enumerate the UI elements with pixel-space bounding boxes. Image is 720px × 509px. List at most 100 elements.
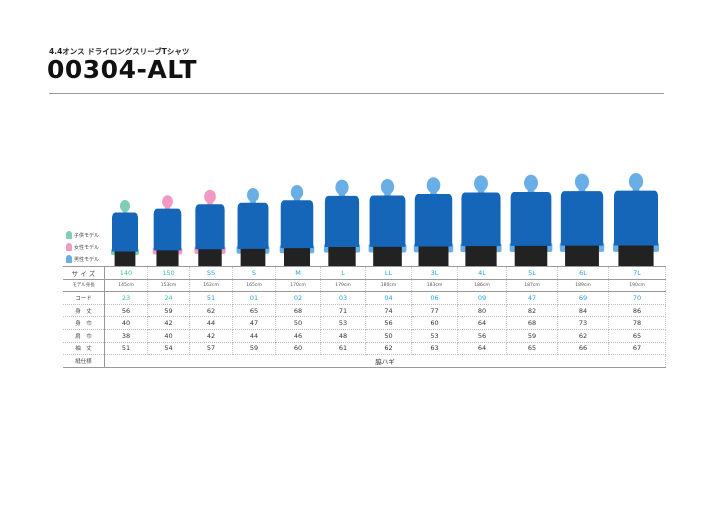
head — [574, 173, 590, 191]
neck — [578, 186, 586, 194]
shirt — [614, 190, 658, 246]
cell-width: 53 — [320, 316, 366, 330]
cell-width: 78 — [608, 316, 666, 330]
cell-length: 65 — [232, 304, 276, 318]
cell-height: 189cm — [557, 279, 609, 293]
cell-shoulder: 46 — [275, 329, 321, 343]
product-subtitle: 4.4オンス ドライロングスリーブTシャツ — [49, 47, 190, 56]
cell-sleeve: 57 — [189, 342, 233, 356]
cell-sleeve: 63 — [411, 342, 458, 356]
neck — [122, 209, 128, 215]
neck — [164, 205, 171, 211]
cell-height: 145cm — [104, 279, 148, 293]
cell-sleeve: 54 — [147, 342, 190, 356]
cell-height: 165cm — [232, 279, 276, 293]
cell-length: 86 — [608, 304, 666, 318]
cell-width: 40 — [104, 316, 148, 330]
cell-code: 02 — [275, 291, 321, 305]
cell-height: 183cm — [411, 279, 458, 293]
cell-sleeve: 59 — [232, 342, 276, 356]
shorts — [618, 243, 654, 266]
cell-length: 80 — [457, 304, 507, 318]
cell-width: 47 — [232, 316, 276, 330]
neck — [250, 199, 256, 205]
cell-height: 180cm — [365, 279, 412, 293]
shirt — [560, 191, 604, 246]
model-figure — [236, 188, 270, 266]
head — [474, 175, 488, 192]
cell-shoulder: 62 — [557, 329, 609, 343]
shorts — [418, 244, 449, 266]
cell-size: S — [232, 266, 276, 280]
cell-size: SS — [189, 266, 233, 280]
model-figure — [368, 179, 407, 266]
head — [247, 188, 259, 203]
shorts — [465, 244, 497, 266]
table-row-width: 身 巾 40 42 44 47 50 53 56 60 64 68 73 78 — [63, 316, 666, 330]
model-figure — [460, 175, 502, 266]
cell-width: 56 — [365, 316, 412, 330]
neck — [207, 200, 213, 207]
cell-shoulder: 65 — [608, 329, 666, 343]
shorts — [514, 243, 548, 266]
cell-size: 3L — [411, 266, 458, 280]
cell-length: 56 — [104, 304, 148, 318]
model-figure — [413, 177, 454, 266]
table-row-sewing: 縫仕様 脇ハギ — [63, 354, 666, 368]
row-label: 身 丈 — [63, 304, 105, 318]
size-table: サ イ ズ 140 150 SS S M L LL 3L 4L 5L 6L 7L モデル身長 145cm 15… — [63, 266, 666, 368]
row-label: 袖 丈 — [63, 342, 105, 356]
cell-code: 04 — [365, 291, 412, 305]
cell-height: 179cm — [320, 279, 366, 293]
row-label: モデル身長 — [63, 279, 105, 293]
cell-code: 24 — [147, 291, 190, 305]
model-figure — [559, 173, 605, 266]
model-figure — [509, 174, 553, 266]
cell-length: 71 — [320, 304, 366, 318]
legend-label: 女性モデル — [74, 244, 100, 251]
cell-code: 06 — [411, 291, 458, 305]
shirt — [324, 195, 360, 247]
product-code-title: 00304-ALT — [47, 55, 198, 84]
cell-length: 68 — [275, 304, 321, 318]
shirt — [461, 192, 501, 247]
table-row-size: サ イ ズ 140 150 SS S M L LL 3L 4L 5L 6L 7L — [63, 266, 666, 280]
cell-shoulder: 48 — [320, 329, 366, 343]
model-figure — [613, 173, 659, 266]
cell-size: 140 — [104, 266, 148, 280]
table-row-height: モデル身長 145cm 153cm 162cm 165cm 170cm 179cm 180cm… — [63, 279, 666, 293]
cell-width: 64 — [457, 316, 507, 330]
divider — [49, 93, 664, 94]
cell-shoulder: 59 — [506, 329, 558, 343]
cell-width: 60 — [411, 316, 458, 330]
model-figure — [323, 179, 361, 266]
shirt — [280, 200, 314, 249]
cell-width: 73 — [557, 316, 609, 330]
model-figure — [279, 185, 315, 266]
cell-sleeve: 67 — [608, 342, 666, 356]
shorts — [373, 244, 402, 266]
cell-length: 77 — [411, 304, 458, 318]
neck — [527, 187, 535, 195]
cell-size: M — [275, 266, 321, 280]
legend-label: 男性モデル — [74, 256, 100, 263]
legend-item: 子供モデル — [66, 231, 99, 239]
table-row-shoulder: 肩 巾 38 40 42 44 46 48 50 53 56 59 62 65 — [63, 329, 666, 343]
person-icon — [66, 231, 72, 239]
cell-code: 01 — [232, 291, 276, 305]
cell-length: 82 — [506, 304, 558, 318]
cell-size: L — [320, 266, 366, 280]
shirt — [195, 204, 225, 250]
head — [162, 195, 173, 208]
cell-height: 170cm — [275, 279, 321, 293]
head — [380, 179, 395, 195]
shorts — [240, 246, 266, 266]
shorts — [565, 243, 599, 266]
neck — [632, 186, 640, 194]
cell-shoulder: 44 — [232, 329, 276, 343]
cell-height: 190cm — [608, 279, 666, 293]
shirt — [112, 212, 138, 252]
cell-sewing: 脇ハギ — [104, 354, 666, 368]
model-figure — [111, 200, 139, 266]
cell-length: 62 — [189, 304, 233, 318]
